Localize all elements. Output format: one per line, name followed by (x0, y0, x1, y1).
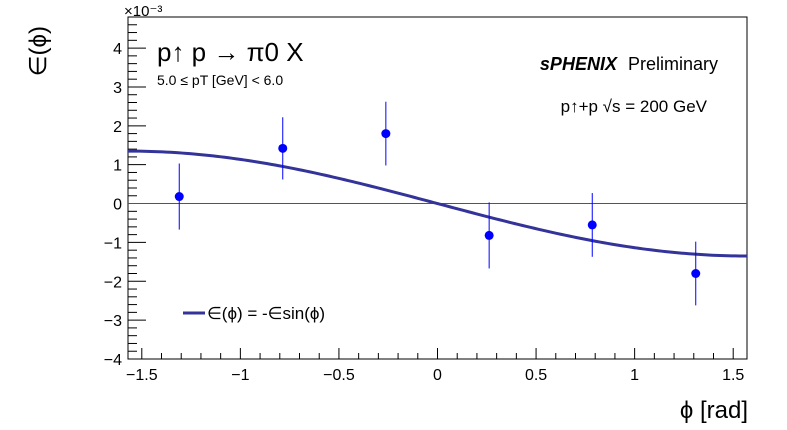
collaboration-label: sPHENIX Preliminary (540, 54, 718, 74)
x-axis: −1.5 −1 −0.5 0 0.5 1 1.5 (126, 348, 744, 384)
x-tick-label: −1 (231, 367, 249, 384)
data-point (587, 220, 597, 230)
y-tick-label: −4 (104, 352, 122, 369)
x-tick-label: 0 (433, 367, 442, 384)
y-tick-label: −3 (104, 313, 122, 330)
y-axis-label: ∈(ϕ) (25, 26, 52, 76)
y-multiplier: ×10⁻³ (124, 3, 162, 20)
y-tick-label: −2 (104, 274, 122, 291)
legend-label: ∈(ϕ) = -∈sin(ϕ) (207, 304, 325, 323)
y-tick-label: 2 (113, 119, 122, 136)
x-tick-label: −0.5 (323, 367, 355, 384)
collaboration-name: sPHENIX (540, 54, 618, 74)
data-point (691, 269, 701, 278)
x-axis-label: ϕ [rad] (680, 397, 748, 424)
collision-label: p↑+p √s = 200 GeV (561, 97, 708, 116)
x-tick-label: 1 (630, 367, 639, 384)
x-tick-label: 0.5 (525, 367, 547, 384)
data-point (381, 129, 391, 139)
y-tick-label: −1 (104, 235, 122, 252)
data-point (174, 192, 184, 202)
y-axis: −4 −3 −2 −1 0 1 2 3 4 (104, 24, 146, 369)
kinematics-label: 5.0 ≤ pT [GeV] < 6.0 (157, 72, 283, 88)
x-tick-label: −1.5 (126, 367, 158, 384)
data-points (174, 101, 701, 306)
y-tick-label: 3 (113, 80, 122, 97)
x-tick-label: 1.5 (722, 367, 744, 384)
data-point (278, 143, 288, 153)
y-tick-label: 4 (113, 41, 122, 58)
y-tick-label: 1 (113, 158, 122, 175)
chart-title: p↑ p → π0 X (157, 37, 304, 67)
status-label: Preliminary (628, 54, 718, 74)
y-tick-label: 0 (113, 197, 122, 214)
legend: ∈(ϕ) = -∈sin(ϕ) (183, 304, 325, 323)
fit-curve (127, 149, 748, 258)
data-point (484, 230, 494, 240)
